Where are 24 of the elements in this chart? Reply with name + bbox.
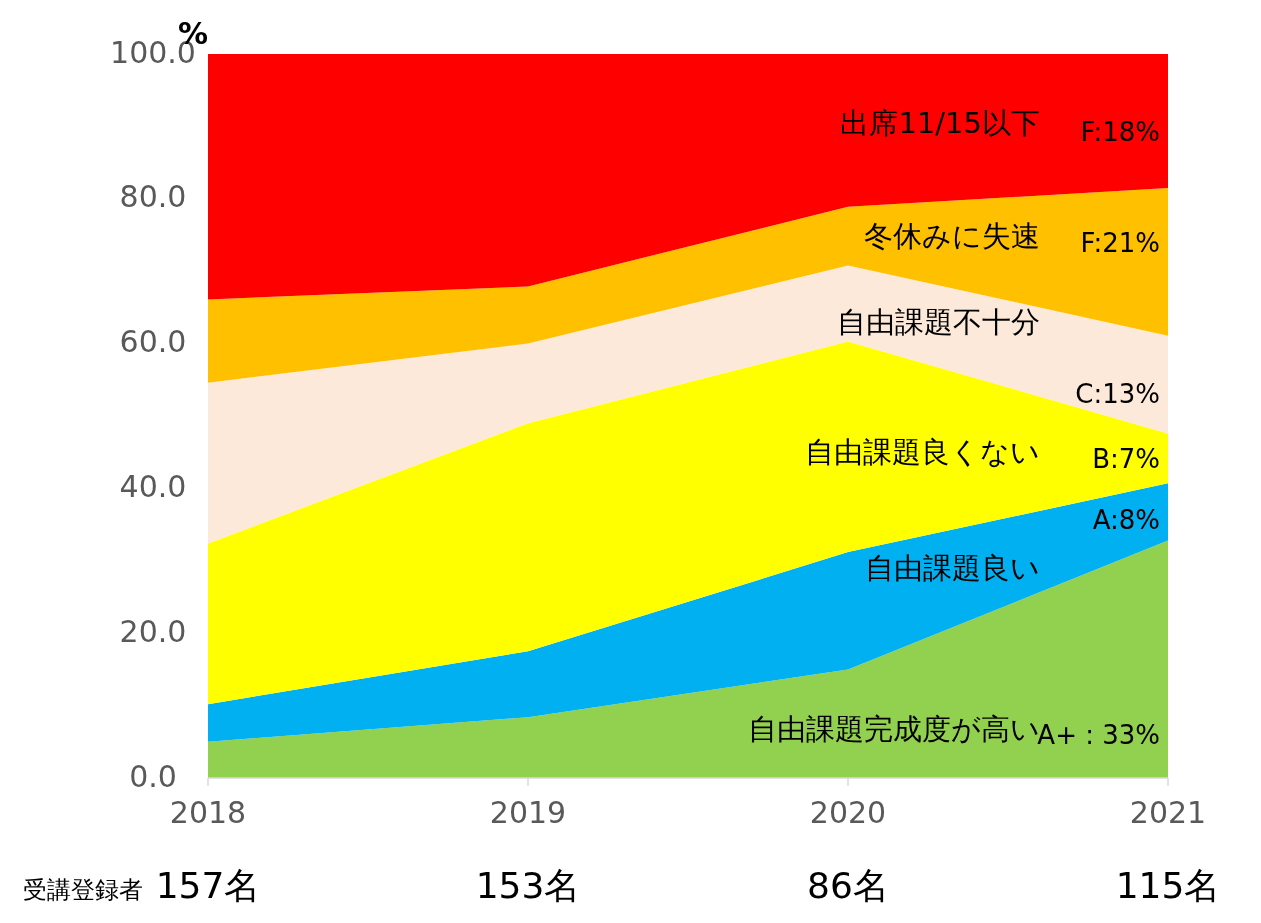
text: 受講登録者 (23, 876, 143, 904)
y-tick-label: 40.0 (119, 468, 187, 504)
annotation: A:8% (1092, 505, 1160, 536)
x-tick-label: 2021 (1129, 795, 1207, 830)
x-tick-label: 2019 (489, 795, 567, 830)
x-tick-label: 2018 (169, 795, 247, 830)
annotation: F:18% (1080, 117, 1160, 148)
y-tick-label: 0.0 (129, 758, 177, 794)
series-label: 冬休みに失速 (864, 218, 1040, 253)
series-label: 自由課題良くない (805, 434, 1040, 469)
y-tick-label: 60.0 (119, 324, 187, 360)
series-label: 自由課題不十分 (837, 305, 1040, 340)
y-tick-label: 80.0 (119, 179, 187, 215)
series-label: 自由課題良い (865, 551, 1040, 586)
annotation: F:21% (1080, 227, 1160, 258)
annotation: C:13% (1075, 379, 1160, 410)
text: 86名 (807, 865, 889, 906)
series-label: 出席11/15以下 (840, 105, 1040, 140)
text: 157名 (155, 865, 261, 906)
x-tick-label: 2020 (809, 795, 887, 830)
text: 115名 (1115, 865, 1221, 906)
annotation: B:7% (1092, 443, 1160, 474)
text: 153名 (475, 865, 581, 906)
y-tick-label: 20.0 (119, 613, 187, 649)
